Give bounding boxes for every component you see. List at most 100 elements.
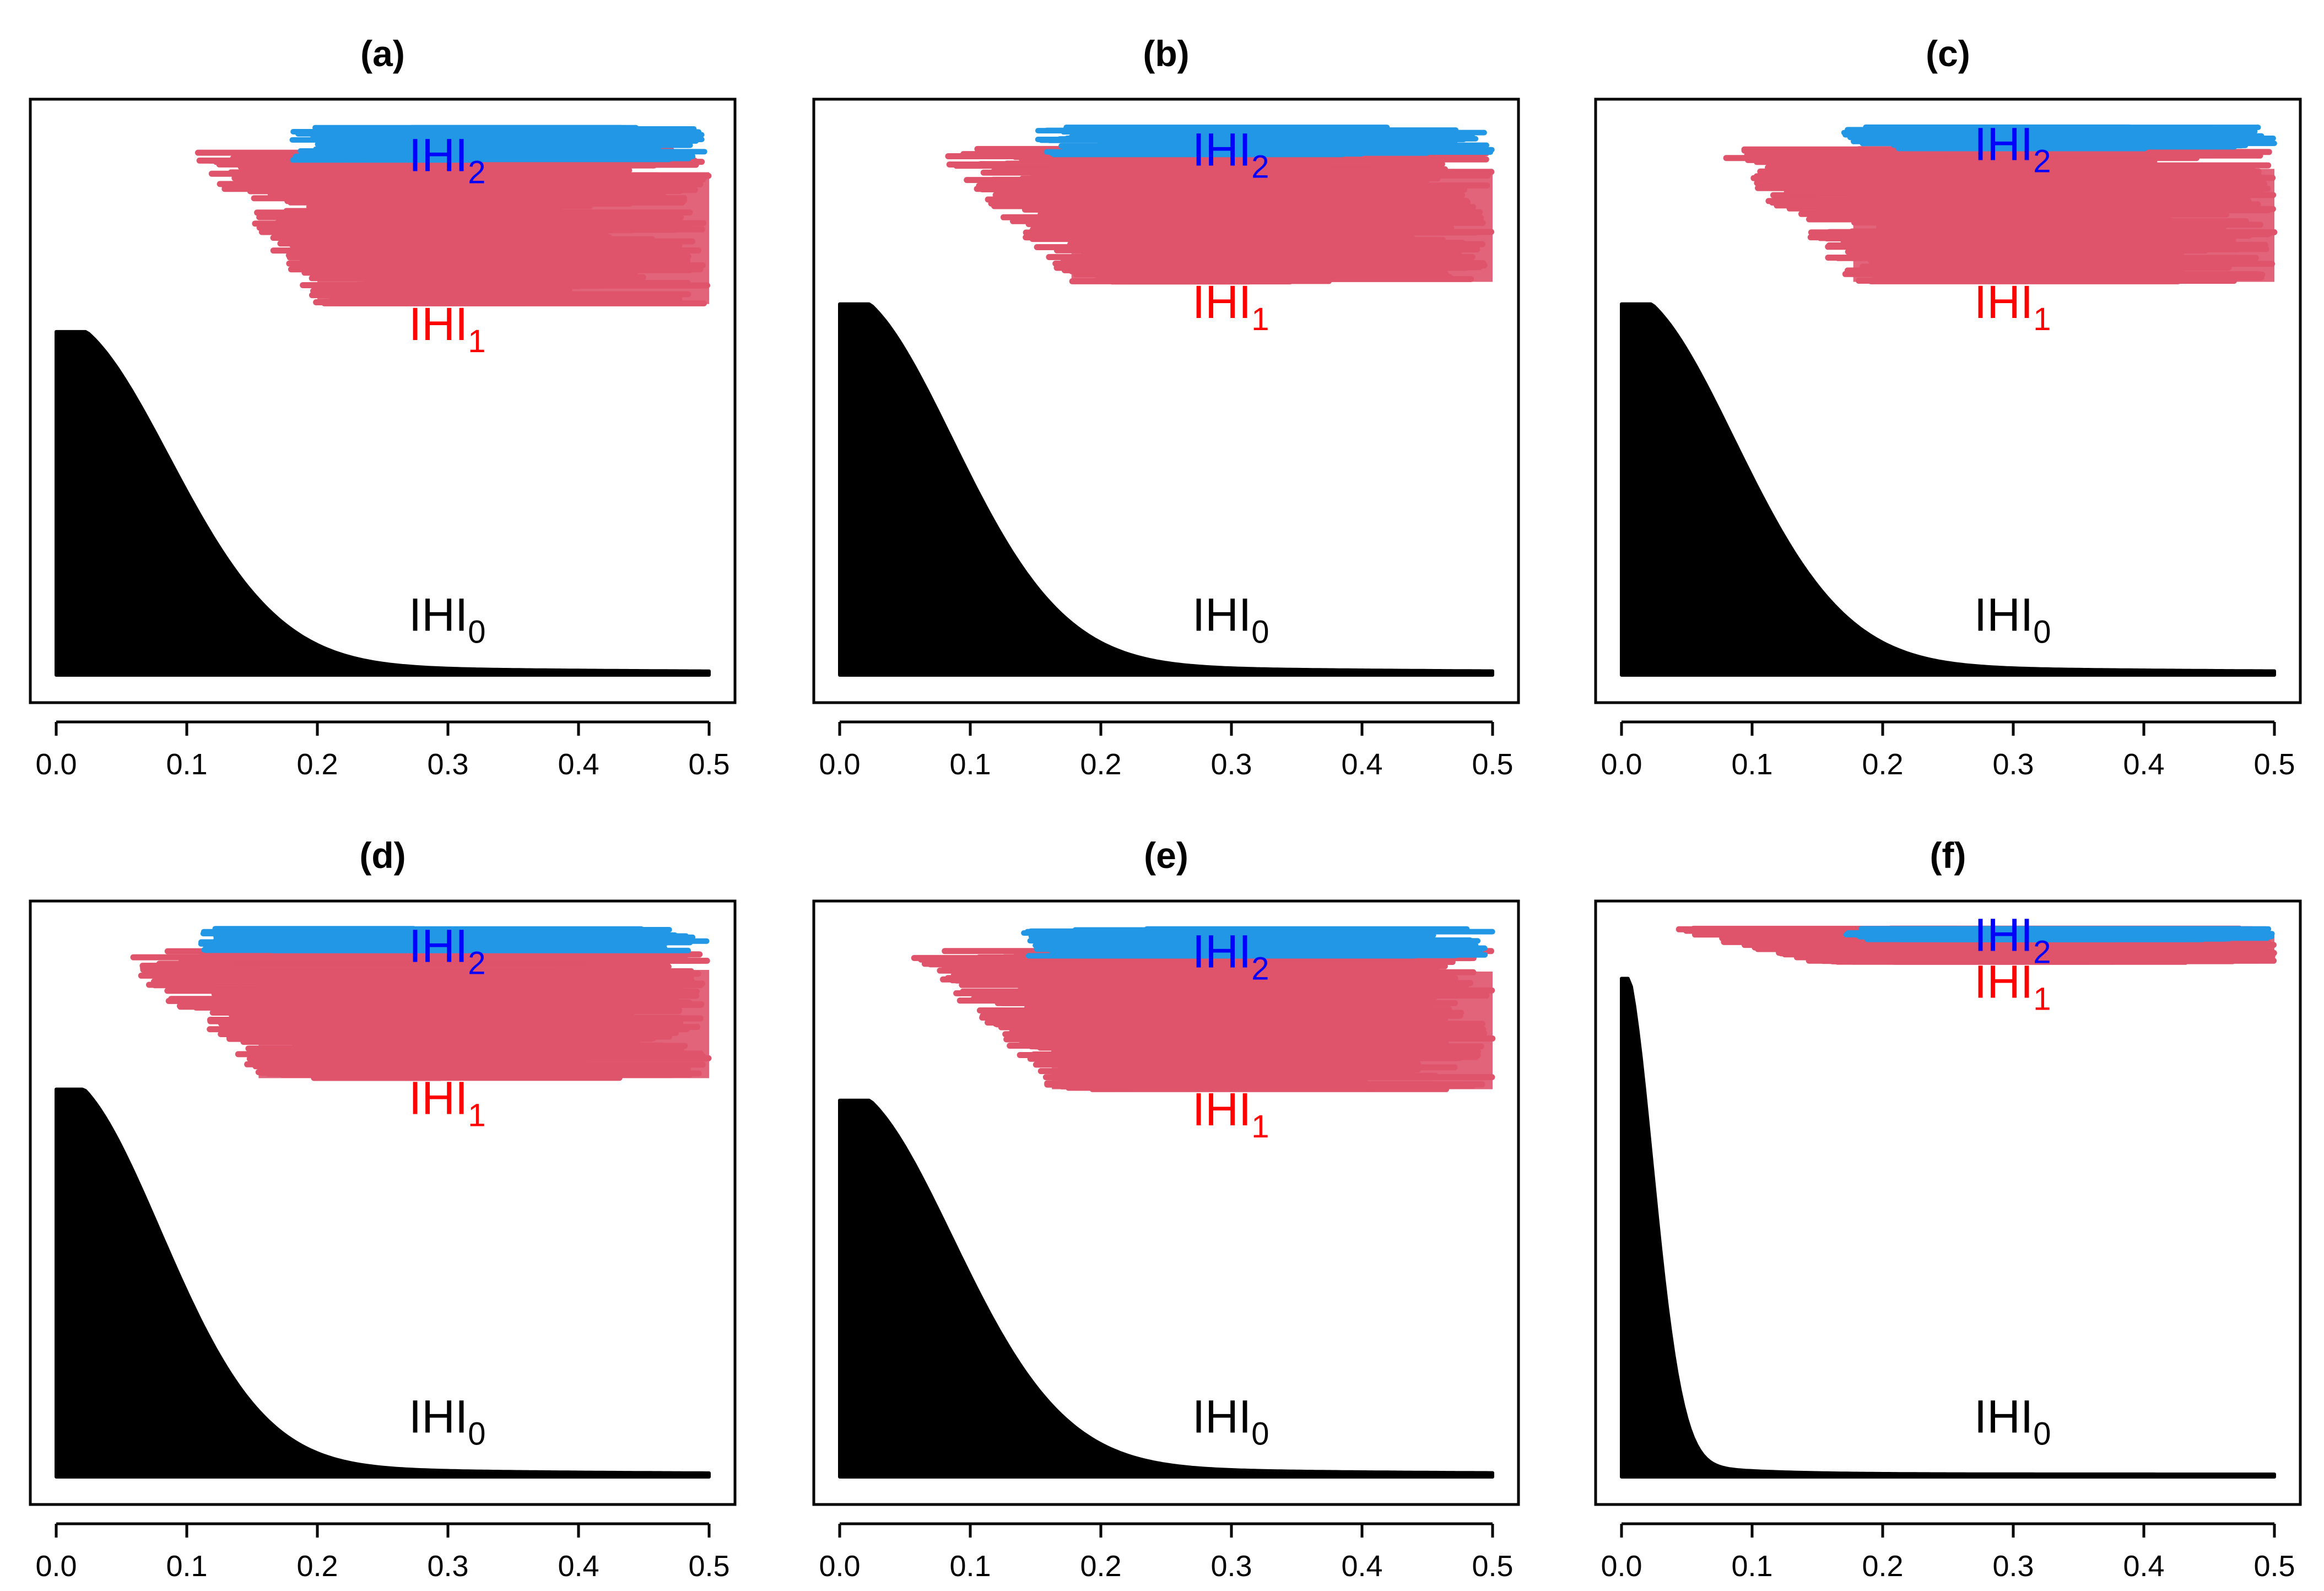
x-tick-label: 0.0 [819, 748, 860, 781]
x-tick-label: 0.4 [2123, 748, 2164, 781]
plot-frame [812, 899, 1520, 1506]
plot-frame [1594, 98, 2302, 704]
series-label-main: IHI [1192, 123, 1251, 175]
panel-title: (c) [1926, 33, 1970, 74]
series-label-main: IHI [1974, 276, 2033, 328]
series-IHI0-area [55, 1087, 711, 1479]
series-label-main: IHI [409, 1072, 468, 1124]
series-label-sub: 2 [2033, 143, 2051, 179]
series-label-sub: 0 [2033, 1416, 2051, 1452]
x-tick-label: 0.3 [427, 1550, 468, 1583]
panel-title: (d) [359, 835, 406, 876]
series-label-main: IHI [1192, 276, 1251, 328]
series-label-IHI2: IHI2 [409, 920, 486, 981]
series-label-IHI1: IHI1 [409, 1072, 486, 1134]
x-tick-label: 0.1 [949, 1550, 991, 1583]
x-tick-label: 0.4 [1341, 1550, 1382, 1583]
x-tick-label: 0.2 [1080, 1550, 1121, 1583]
series-label-IHI0: IHI0 [1974, 1391, 2051, 1452]
series-label-IHI0: IHI0 [409, 1391, 486, 1452]
series-label-main: IHI [1974, 956, 2033, 1008]
x-tick-label: 0.2 [296, 1550, 338, 1583]
series-label-sub: 0 [1251, 614, 1269, 650]
x-tick-label: 0.1 [166, 1550, 207, 1583]
x-tick-label: 0.2 [1862, 1550, 1903, 1583]
series-label-sub: 0 [468, 614, 485, 650]
x-tick-label: 0.1 [166, 748, 207, 781]
series-IHI0-area [1620, 302, 2276, 677]
x-tick-label: 0.5 [688, 1550, 729, 1583]
series-label-sub: 2 [2033, 934, 2051, 970]
series-label-sub: 0 [1251, 1416, 1269, 1452]
series-label-IHI2: IHI2 [409, 129, 486, 190]
series-label-sub: 2 [468, 154, 485, 190]
x-tick-label: 0.3 [1992, 748, 2034, 781]
series-label-IHI0: IHI0 [1192, 1391, 1269, 1452]
series-label-main: IHI [409, 298, 468, 350]
plot-frame [1594, 899, 2302, 1506]
series-label-IHI1: IHI1 [1974, 956, 2051, 1017]
series-IHI0-area [1620, 977, 2276, 1479]
series-label-sub: 2 [1251, 951, 1269, 986]
x-tick-label: 0.2 [1862, 748, 1903, 781]
series-label-main: IHI [1974, 909, 2033, 961]
series-label-main: IHI [409, 920, 468, 972]
series-label-sub: 1 [1251, 1109, 1269, 1145]
x-tick-label: 0.4 [1341, 748, 1382, 781]
series-IHI1-body [1853, 169, 2274, 282]
series-label-main: IHI [1192, 1391, 1251, 1443]
panel-title: (b) [1143, 33, 1189, 74]
x-tick-label: 0.3 [1210, 1550, 1252, 1583]
series-label-main: IHI [409, 129, 468, 181]
plot-frame [29, 899, 737, 1506]
panel-title: (a) [360, 33, 405, 74]
x-tick-label: 0.4 [558, 1550, 599, 1583]
x-tick-label: 0.0 [1601, 748, 1642, 781]
series-label-IHI0: IHI0 [1974, 589, 2051, 650]
series-label-sub: 2 [1251, 149, 1269, 185]
x-tick-label: 0.1 [949, 748, 991, 781]
plot-frame [812, 98, 1520, 704]
series-label-IHI2: IHI2 [1974, 118, 2051, 179]
series-label-main: IHI [1192, 589, 1251, 641]
series-label-sub: 1 [2033, 981, 2051, 1017]
series-label-IHI1: IHI1 [1974, 276, 2051, 337]
series-label-main: IHI [409, 589, 468, 641]
series-label-IHI0: IHI0 [409, 589, 486, 650]
series-label-sub: 1 [468, 323, 485, 359]
x-tick-label: 0.3 [1210, 748, 1252, 781]
x-tick-label: 0.3 [427, 748, 468, 781]
series-label-IHI2: IHI2 [1974, 909, 2051, 970]
x-tick-label: 0.4 [2123, 1550, 2164, 1583]
series-label-main: IHI [1974, 1391, 2033, 1443]
series-label-IHI2: IHI2 [1192, 123, 1269, 185]
x-tick-label: 0.0 [1601, 1550, 1642, 1583]
plot-frame [29, 98, 737, 704]
x-tick-label: 0.2 [1080, 748, 1121, 781]
x-tick-label: 0.0 [35, 748, 77, 781]
x-tick-label: 0.5 [1472, 1550, 1513, 1583]
series-label-IHI1: IHI1 [1192, 276, 1269, 337]
x-tick-label: 0.5 [688, 748, 729, 781]
series-label-IHI1: IHI1 [1192, 1083, 1269, 1145]
series-label-sub: 2 [468, 945, 485, 981]
x-tick-label: 0.4 [558, 748, 599, 781]
series-IHI0-area [55, 330, 711, 677]
series-IHI1-body [258, 969, 710, 1078]
x-tick-label: 0.3 [1992, 1550, 2034, 1583]
x-tick-label: 0.1 [1731, 1550, 1772, 1583]
series-IHI0-area [838, 1098, 1494, 1479]
x-tick-label: 0.5 [1472, 748, 1513, 781]
x-tick-label: 0.5 [2253, 1550, 2295, 1583]
series-label-sub: 1 [1251, 301, 1269, 337]
series-label-IHI0: IHI0 [1192, 589, 1269, 650]
series-label-main: IHI [1974, 589, 2033, 641]
series-IHI0-area [838, 302, 1494, 677]
